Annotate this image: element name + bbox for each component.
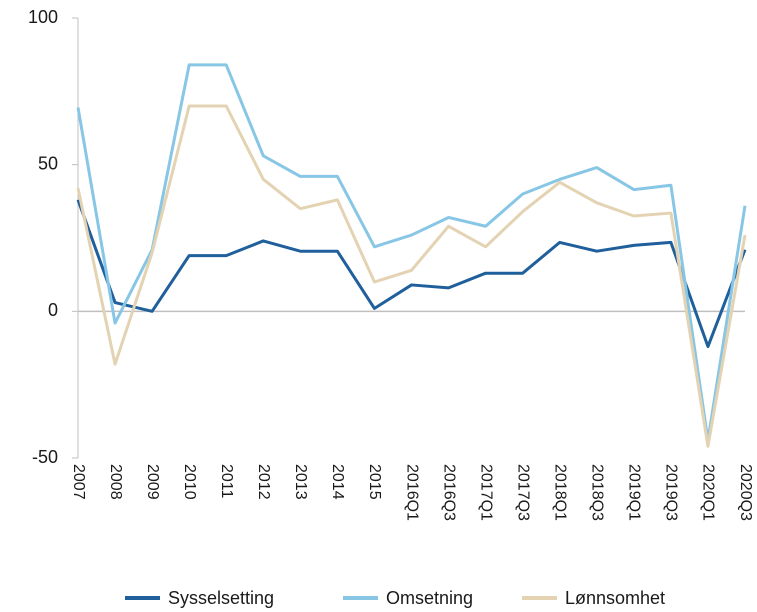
y-tick-label: 50 [38,153,58,173]
series-line [76,104,747,448]
series-line [76,63,747,442]
x-tick-label: 2014 [329,464,346,500]
x-tick-label: 2013 [292,464,309,500]
x-tick-label: 2007 [70,464,87,500]
x-tick-label: 2015 [366,464,383,500]
x-tick-label: 2019Q1 [626,464,643,521]
legend-label: Sysselsetting [168,588,274,608]
legend-label: Omsetning [386,588,473,608]
series-line [76,199,747,349]
x-tick-label: 2018Q3 [589,464,606,521]
y-tick-label: 100 [28,7,58,27]
x-tick-label: 2017Q3 [514,464,531,521]
y-tick-label: -50 [32,447,58,467]
x-tick-label: 2008 [107,464,124,500]
x-tick-label: 2016Q1 [403,464,420,521]
x-tick-label: 2019Q3 [663,464,680,521]
x-tick-label: 2011 [218,464,235,499]
x-tick-label: 2012 [255,464,272,500]
x-tick-label: 2009 [144,464,161,500]
x-tick-label: 2017Q1 [477,464,494,521]
y-tick-label: 0 [48,300,58,320]
x-tick-label: 2020Q3 [737,464,754,521]
x-tick-label: 2020Q1 [700,464,717,521]
legend-label: Lønnsomhet [565,588,665,608]
x-tick-label: 2016Q3 [440,464,457,521]
legend-item: Sysselsetting [125,588,274,608]
x-tick-label: 2018Q1 [551,464,568,521]
legend-item: Lønnsomhet [522,588,665,608]
legend-item: Omsetning [343,588,473,608]
x-tick-label: 2010 [181,464,198,500]
